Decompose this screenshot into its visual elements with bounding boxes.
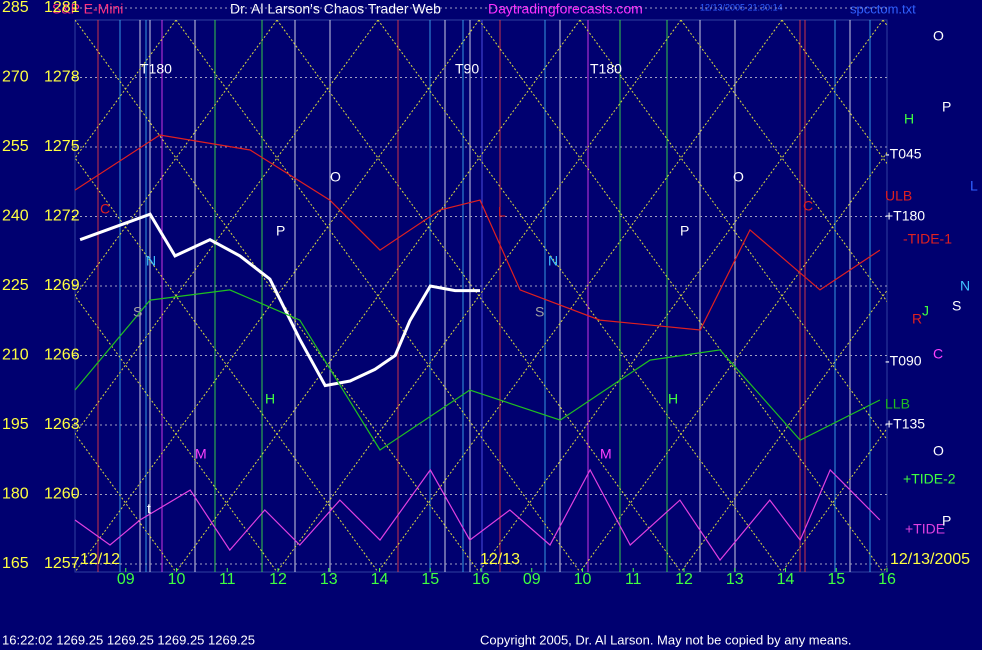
y-tick-label: 180 xyxy=(2,486,29,503)
annotation: L xyxy=(498,204,506,220)
y2-tick-label: 1266 xyxy=(44,347,80,364)
annotation: L xyxy=(970,178,978,194)
site-url: Daytradingforecasts.com xyxy=(488,1,643,17)
x-tick-label: 11 xyxy=(219,571,236,588)
annotation: +T180 xyxy=(885,208,925,224)
annotation: M xyxy=(600,446,612,462)
annotation: S xyxy=(535,304,544,320)
date-label: 12/13 xyxy=(480,551,520,568)
annotation: +T135 xyxy=(885,416,925,432)
series-line xyxy=(79,212,480,388)
y2-tick-label: 1269 xyxy=(44,277,80,294)
annotation: H xyxy=(904,111,914,127)
x-tick-label: 14 xyxy=(777,571,795,588)
y2-tick-label: 1278 xyxy=(44,69,80,86)
x-tick-label: 12 xyxy=(269,571,287,588)
annotation: C xyxy=(803,198,813,214)
x-tick-label: 11 xyxy=(625,571,642,588)
x-tick-label: 16 xyxy=(472,571,490,588)
site-name: Dr. Al Larson's Chaos Trader Web xyxy=(230,1,441,17)
annotation: O xyxy=(933,443,944,459)
y-tick-label: 285 xyxy=(2,0,29,16)
y-tick-label: 270 xyxy=(2,69,29,86)
y-tick-label: 225 xyxy=(2,277,29,294)
decoration xyxy=(74,19,888,573)
y-tick-label: 255 xyxy=(2,138,29,155)
x-tick-label: 09 xyxy=(117,571,135,588)
quote: 16:22:02 1269.25 1269.25 1269.25 1269.25 xyxy=(2,632,255,647)
legend-entry: +TIDE xyxy=(905,521,945,537)
y-tick-label: 240 xyxy=(2,208,29,225)
y-tick-label: 165 xyxy=(2,555,29,572)
annotation: N xyxy=(146,253,156,269)
annotation: O xyxy=(330,169,341,185)
y-tick-label: 195 xyxy=(2,416,29,433)
annotation: H xyxy=(265,391,275,407)
file-name: spcctom.txt xyxy=(850,1,916,16)
annotation: T180 xyxy=(590,61,622,77)
x-tick-label: 10 xyxy=(574,571,592,588)
y2-tick-label: 1257 xyxy=(44,555,80,572)
annotation: C xyxy=(933,346,943,362)
annotation: +TIDE-2 xyxy=(903,471,956,487)
annotation: O xyxy=(933,28,944,44)
annotation: -TIDE-1 xyxy=(903,231,952,247)
annotation: P xyxy=(680,223,689,239)
copyright: Copyright 2005, Dr. Al Larson. May not b… xyxy=(480,632,851,647)
annotation: J xyxy=(922,303,929,319)
chart-title: S&P E-Mini xyxy=(52,1,123,17)
y2-tick-label: 1272 xyxy=(44,208,80,225)
annotation: -T045 xyxy=(885,146,922,162)
x-tick-label: 10 xyxy=(168,571,186,588)
y-tick-label: 210 xyxy=(2,347,29,364)
annotation: S xyxy=(133,304,142,320)
series-line xyxy=(74,468,881,562)
annotation: H xyxy=(668,391,678,407)
annotation: P xyxy=(942,513,951,529)
y2-tick-label: 1260 xyxy=(44,486,80,503)
annotation: N xyxy=(960,278,970,294)
x-tick-label: 15 xyxy=(827,571,845,588)
annotation: M xyxy=(195,446,207,462)
series-line xyxy=(74,134,881,331)
annotation: C xyxy=(100,201,110,217)
series-line xyxy=(74,289,881,451)
x-tick-label: 14 xyxy=(371,571,389,588)
annotation: O xyxy=(733,169,744,185)
x-tick-label: 16 xyxy=(878,571,896,588)
date-label: 12/12 xyxy=(80,551,120,568)
annotation: N xyxy=(548,253,558,269)
x-tick-label: 12 xyxy=(675,571,693,588)
annotation: P xyxy=(276,223,285,239)
plot-area xyxy=(74,19,888,573)
x-tick-label: 13 xyxy=(726,571,744,588)
date-label: 12/13/2005 xyxy=(890,551,970,568)
annotation: P xyxy=(942,99,951,115)
annotation: R xyxy=(912,311,922,327)
y2-tick-label: 1263 xyxy=(44,416,80,433)
annotation: T90 xyxy=(455,61,479,77)
x-tick-label: 15 xyxy=(421,571,439,588)
y2-tick-label: 1281 xyxy=(44,0,80,16)
annotation: t xyxy=(147,501,151,517)
annotation: S xyxy=(952,298,961,314)
y2-tick-label: 1275 xyxy=(44,138,80,155)
annotation: T180 xyxy=(140,61,172,77)
timestamp: 12/13/2005 21:30:14 xyxy=(700,2,783,12)
x-tick-label: 09 xyxy=(523,571,541,588)
annotation: -T090 xyxy=(885,353,922,369)
legend-entry: LLB xyxy=(885,396,910,412)
legend-entry: ULB xyxy=(885,188,912,204)
x-tick-label: 13 xyxy=(320,571,338,588)
